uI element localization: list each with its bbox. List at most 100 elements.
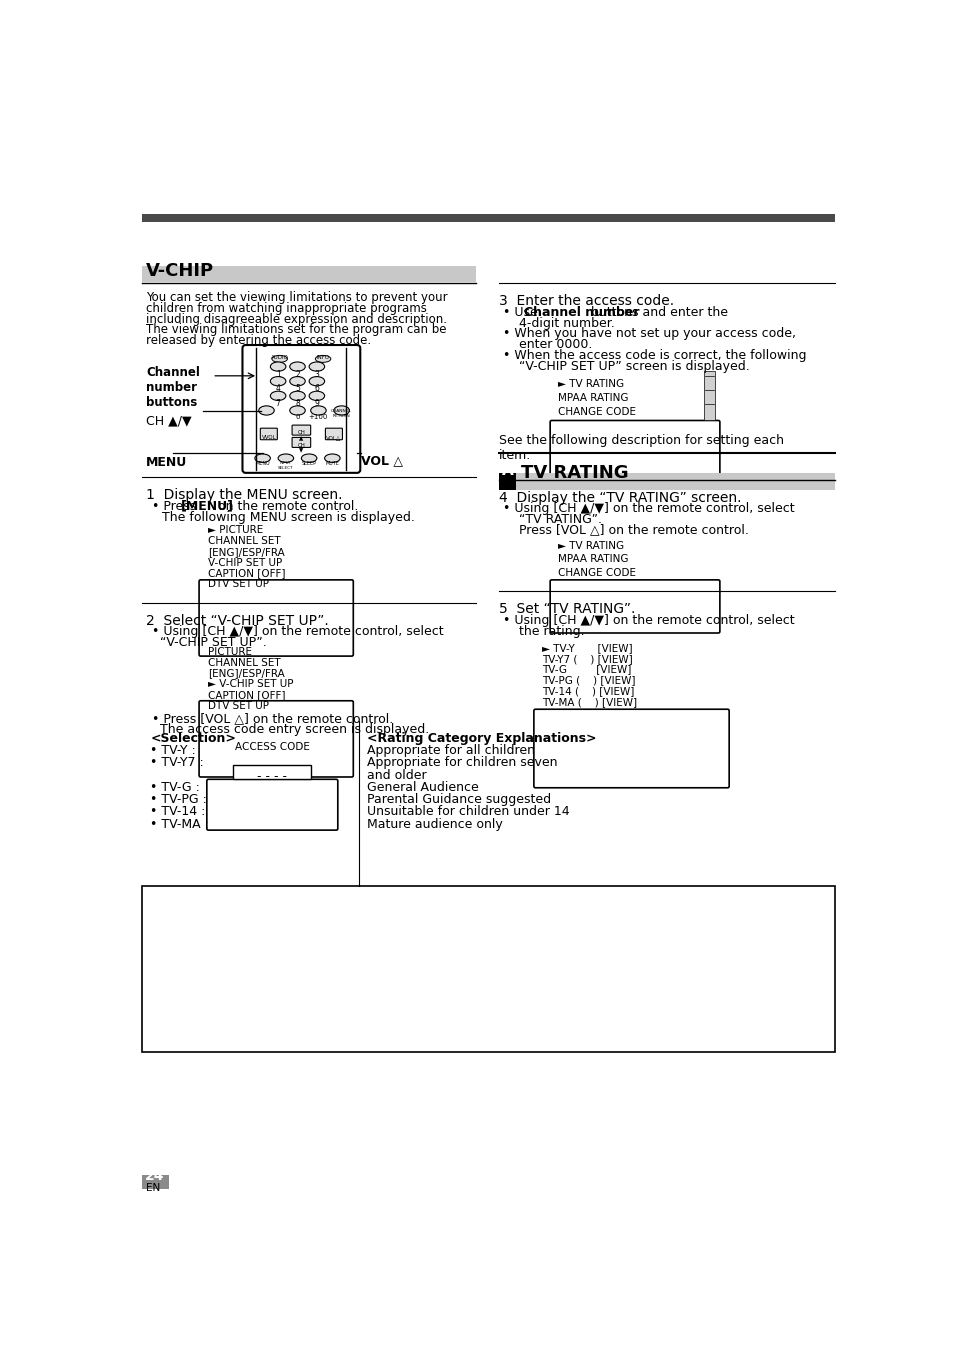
- Text: MENU: MENU: [146, 456, 188, 469]
- Text: 2: 2: [294, 369, 299, 379]
- Text: including disagreeable expression and description.: including disagreeable expression and de…: [146, 313, 447, 326]
- Text: 5: 5: [294, 384, 299, 394]
- Text: A: A: [501, 462, 513, 477]
- Text: CHANGE CODE: CHANGE CODE: [558, 569, 636, 578]
- Text: • Press [VOL △] on the remote control.: • Press [VOL △] on the remote control.: [152, 712, 393, 725]
- Text: TV-PG (    ) [VIEW]: TV-PG ( ) [VIEW]: [541, 675, 635, 685]
- Text: Channel
number
buttons: Channel number buttons: [146, 365, 200, 408]
- Text: Press [VOL △] on the remote control.: Press [VOL △] on the remote control.: [510, 523, 748, 537]
- Text: Appropriate for all children: Appropriate for all children: [367, 744, 535, 756]
- Text: 9: 9: [314, 399, 319, 408]
- Text: V-CHIP: V-CHIP: [146, 262, 214, 280]
- Text: released by entering the access code.: released by entering the access code.: [146, 334, 371, 348]
- Text: V-CHIP SET UP: V-CHIP SET UP: [208, 558, 282, 568]
- Text: and older: and older: [367, 768, 426, 782]
- Text: • TV-Y :: • TV-Y :: [150, 744, 195, 756]
- Text: CHANGE CODE: CHANGE CODE: [558, 407, 636, 417]
- Text: buttons and enter the: buttons and enter the: [587, 306, 727, 318]
- Text: ► TV-Y       [VIEW]: ► TV-Y [VIEW]: [541, 643, 632, 652]
- Text: [ENG]/ESP/FRA: [ENG]/ESP/FRA: [208, 669, 285, 678]
- Text: 24: 24: [145, 1169, 164, 1184]
- Bar: [142, 1175, 169, 1189]
- Text: CH
▼: CH ▼: [297, 442, 305, 454]
- Text: [ENG]/ESP/FRA: [ENG]/ESP/FRA: [208, 547, 285, 557]
- Ellipse shape: [290, 391, 305, 400]
- Text: The access code entry screen is displayed.: The access code entry screen is displaye…: [152, 723, 429, 736]
- Text: <Selection>: <Selection>: [150, 732, 236, 744]
- Text: Appropriate for children seven: Appropriate for children seven: [367, 756, 558, 770]
- Ellipse shape: [272, 356, 287, 363]
- FancyBboxPatch shape: [550, 580, 720, 634]
- FancyBboxPatch shape: [292, 437, 311, 448]
- Ellipse shape: [290, 363, 305, 371]
- Text: children from watching inappropriate programs: children from watching inappropriate pro…: [146, 302, 427, 315]
- Bar: [498, 473, 835, 489]
- Text: 2  Select “V-CHIP SET UP”.: 2 Select “V-CHIP SET UP”.: [146, 613, 329, 628]
- Text: ► PICTURE: ► PICTURE: [208, 526, 263, 535]
- Text: TV-Y7 (    ) [VIEW]: TV-Y7 ( ) [VIEW]: [541, 654, 632, 663]
- Bar: [142, 267, 476, 282]
- Ellipse shape: [301, 454, 316, 462]
- Text: CAPTION [OFF]: CAPTION [OFF]: [208, 569, 286, 578]
- Text: INPUT
SELECT: INPUT SELECT: [278, 461, 294, 470]
- Ellipse shape: [309, 391, 324, 400]
- Text: CHANNEL SET: CHANNEL SET: [208, 658, 281, 667]
- Text: TV-14 (    ) [VIEW]: TV-14 ( ) [VIEW]: [541, 686, 634, 696]
- Text: TV-G         [VIEW]: TV-G [VIEW]: [541, 665, 630, 674]
- Ellipse shape: [254, 454, 270, 462]
- FancyBboxPatch shape: [534, 709, 728, 787]
- Ellipse shape: [270, 391, 286, 400]
- Text: EN: EN: [146, 1182, 160, 1193]
- Text: DTV SET UP: DTV SET UP: [208, 580, 269, 589]
- Text: 5  Set “TV RATING”.: 5 Set “TV RATING”.: [498, 603, 635, 616]
- Text: SLEEP: SLEEP: [301, 461, 316, 466]
- Text: • Using [CH ▲/▼] on the remote control, select: • Using [CH ▲/▼] on the remote control, …: [152, 625, 443, 639]
- Text: 1: 1: [275, 369, 280, 379]
- Text: The following MENU screen is displayed.: The following MENU screen is displayed.: [162, 511, 415, 523]
- Text: PICTURE: PICTURE: [208, 647, 253, 656]
- Text: “TV RATING”.: “TV RATING”.: [510, 512, 601, 526]
- Text: ► TV RATING: ► TV RATING: [558, 379, 623, 390]
- Text: INFO: INFO: [316, 355, 330, 360]
- Text: • TV-14 :: • TV-14 :: [150, 806, 206, 818]
- Ellipse shape: [270, 376, 286, 386]
- Text: • Press: • Press: [152, 500, 200, 512]
- Text: The viewing limitations set for the program can be: The viewing limitations set for the prog…: [146, 324, 446, 337]
- Text: CHANNEL
RETURN: CHANNEL RETURN: [331, 408, 352, 418]
- FancyBboxPatch shape: [550, 421, 720, 476]
- Bar: [703, 371, 715, 421]
- Text: • When you have not set up your access code,: • When you have not set up your access c…: [502, 328, 795, 340]
- Text: 4: 4: [275, 384, 280, 394]
- Bar: [142, 887, 835, 1051]
- Text: • When the access code is correct, the following: • When the access code is correct, the f…: [502, 349, 805, 361]
- Text: • TV-PG :: • TV-PG :: [150, 793, 207, 806]
- Ellipse shape: [278, 454, 294, 462]
- Ellipse shape: [324, 454, 340, 462]
- Text: General Audience: General Audience: [367, 780, 478, 794]
- Text: TV-MA (    ) [VIEW]: TV-MA ( ) [VIEW]: [541, 697, 636, 706]
- Text: • TV-MA :: • TV-MA :: [150, 818, 209, 830]
- Text: - - - -: - - - -: [257, 770, 287, 783]
- Text: 3: 3: [314, 369, 319, 379]
- FancyBboxPatch shape: [207, 779, 337, 830]
- Text: MUTE: MUTE: [325, 461, 339, 466]
- Text: CHANNEL SET: CHANNEL SET: [208, 537, 281, 546]
- Text: CAPTION [OFF]: CAPTION [OFF]: [208, 690, 286, 700]
- Text: ► TV RATING: ► TV RATING: [558, 541, 623, 550]
- Text: VOL △: VOL △: [360, 454, 402, 468]
- FancyBboxPatch shape: [199, 701, 353, 776]
- FancyBboxPatch shape: [242, 345, 360, 473]
- Text: CH
▲: CH ▲: [297, 430, 305, 441]
- FancyBboxPatch shape: [260, 429, 277, 439]
- Text: MENU: MENU: [255, 461, 270, 466]
- Text: 1  Display the MENU screen.: 1 Display the MENU screen.: [146, 488, 342, 503]
- Text: [MENU]: [MENU]: [181, 500, 234, 512]
- Text: MPAA RATING: MPAA RATING: [558, 554, 628, 565]
- Text: • Use: • Use: [502, 306, 541, 318]
- Text: You can set the viewing limitations to prevent your: You can set the viewing limitations to p…: [146, 291, 448, 305]
- Text: DTV SET UP: DTV SET UP: [208, 701, 269, 710]
- Text: • TV-Y7 :: • TV-Y7 :: [150, 756, 204, 770]
- Text: <Rating Category Explanations>: <Rating Category Explanations>: [367, 732, 597, 744]
- Bar: [233, 766, 311, 779]
- Text: • Using [CH ▲/▼] on the remote control, select: • Using [CH ▲/▼] on the remote control, …: [502, 501, 794, 515]
